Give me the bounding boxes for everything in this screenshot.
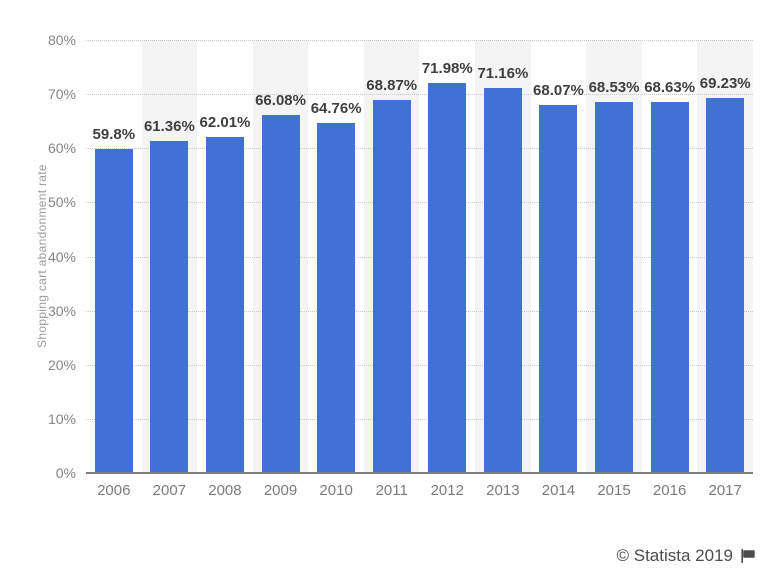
gridline <box>86 94 753 96</box>
value-label-2008: 62.01% <box>199 114 251 132</box>
x-tick-label-2007: 2007 <box>152 482 187 499</box>
y-tick-label: 50% <box>47 194 76 211</box>
bar-2017[interactable] <box>706 98 745 473</box>
value-label-2009: 66.08% <box>255 92 306 110</box>
bar-2009[interactable] <box>261 115 300 473</box>
x-tick-label-2009: 2009 <box>263 482 298 499</box>
value-label-2006: 59.8% <box>92 126 136 144</box>
gridline <box>86 202 753 204</box>
y-tick-label: 70% <box>47 86 76 103</box>
bar-2008[interactable] <box>205 137 244 473</box>
bar-2011[interactable] <box>372 100 411 473</box>
bar-2014[interactable] <box>539 104 578 473</box>
y-tick-label: 30% <box>47 302 76 319</box>
y-tick-label: 20% <box>47 356 76 373</box>
y-tick-label: 40% <box>47 248 76 265</box>
value-label-2013: 71.16% <box>477 64 529 82</box>
footer: © Statista 2019 <box>617 546 757 566</box>
gridline <box>86 310 753 312</box>
bar-2015[interactable] <box>595 102 634 473</box>
gridline <box>86 418 753 420</box>
x-tick-label-2010: 2010 <box>319 482 353 499</box>
statista-flag-icon <box>740 548 756 564</box>
x-tick-label-2012: 2012 <box>430 482 464 499</box>
bar-2007[interactable] <box>150 140 189 473</box>
gridline <box>86 256 753 258</box>
x-tick-label-2008: 2008 <box>208 482 242 499</box>
y-tick-label: 0% <box>55 465 76 481</box>
x-tick-label-2017: 2017 <box>708 482 742 499</box>
value-label-2016: 68.63% <box>644 78 696 96</box>
x-tick-label-2013: 2013 <box>486 482 520 499</box>
copyright-text: © Statista 2019 <box>616 546 734 565</box>
value-label-2017: 69.23% <box>699 75 751 93</box>
y-tick-label: 60% <box>47 140 76 157</box>
bar-2006[interactable] <box>94 149 133 473</box>
x-tick-label-2014: 2014 <box>541 482 576 499</box>
value-label-2010: 64.76% <box>310 99 362 117</box>
bar-2012[interactable] <box>428 83 467 473</box>
y-tick-label: 80% <box>47 32 76 48</box>
bar-2010[interactable] <box>317 122 356 473</box>
bar-2013[interactable] <box>483 87 522 473</box>
value-label-2015: 68.53% <box>588 79 640 97</box>
x-tick-label-2006: 2006 <box>97 482 131 499</box>
value-label-2014: 68.07% <box>533 81 584 99</box>
gridline <box>86 148 753 150</box>
x-axis-line <box>86 472 753 474</box>
value-label-2011: 68.87% <box>366 77 418 95</box>
gridline <box>86 364 753 366</box>
x-tick-label-2011: 2011 <box>375 482 408 499</box>
bar-2016[interactable] <box>650 101 689 473</box>
value-label-2007: 61.36% <box>143 117 195 135</box>
y-tick-label: 10% <box>47 410 76 427</box>
value-label-2012: 71.98% <box>421 60 473 78</box>
plot-area: 59.8% 61.36% 62.01% 66.08% 64.76% 68.87% 71.98… <box>86 40 753 473</box>
gridline <box>86 40 753 41</box>
x-tick-label-2016: 2016 <box>652 482 687 499</box>
x-tick-label-2015: 2015 <box>597 482 631 499</box>
